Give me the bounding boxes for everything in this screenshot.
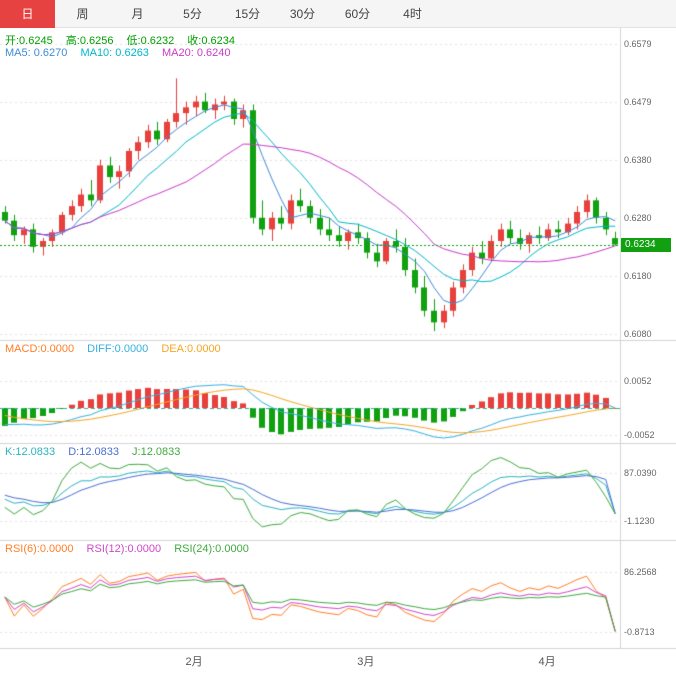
ohlc-readout: 开:0.6245 高:0.6256 低:0.6232 收:0.6234 (5, 32, 245, 48)
y-axis-tick: 0.6579 (624, 39, 652, 49)
k-value: K:12.0833 (5, 446, 56, 458)
tab-daily[interactable]: 日 (0, 0, 55, 28)
x-axis-tick: 3月 (357, 656, 375, 668)
rsi-readout: RSI(6):0.0000 RSI(12):0.0000 RSI(24):0.0… (5, 543, 259, 555)
tab-30min[interactable]: 30分 (289, 7, 316, 21)
x-axis-tick: 2月 (185, 656, 203, 668)
tab-4hour[interactable]: 4时 (403, 7, 422, 21)
y-axis-tick: 87.0390 (624, 468, 657, 478)
tab-monthly[interactable]: 月 (131, 7, 144, 21)
tab-15min[interactable]: 15分 (234, 7, 261, 21)
low-readout: 低:0.6232 (126, 35, 175, 47)
y-axis-tick: 0.6180 (624, 270, 652, 281)
j-value: J:12.0833 (132, 446, 181, 458)
ma5-readout: MA5: 0.6270 (5, 47, 68, 59)
y-axis-tick: 0.0052 (624, 376, 652, 386)
diff-value: DIFF:0.0000 (87, 343, 149, 355)
ma10-readout: MA10: 0.6263 (80, 47, 149, 59)
dea-value: DEA:0.0000 (161, 343, 221, 355)
ma-readout: MA5: 0.6270 MA10: 0.6263 MA20: 0.6240 (5, 47, 241, 59)
macd-readout: MACD:0.0000 DIFF:0.0000 DEA:0.0000 (5, 343, 231, 355)
high-readout: 高:0.6256 (65, 35, 114, 47)
open-readout: 开:0.6245 (5, 35, 53, 47)
rsi6-value: RSI(6):0.0000 (5, 543, 74, 555)
kdj-readout: K:12.0833 D:12.0833 J:12.0833 (5, 446, 190, 458)
y-axis-tick: 0.6080 (624, 329, 652, 339)
macd-value: MACD:0.0000 (5, 343, 75, 355)
rsi24-value: RSI(24):0.0000 (174, 543, 249, 555)
d-value: D:12.0833 (68, 446, 119, 458)
y-axis-tick: 0.6380 (624, 154, 652, 165)
y-axis-tick: 0.6280 (624, 212, 652, 223)
y-axis-tick: -0.0052 (624, 430, 655, 440)
y-axis-tick: -0.8713 (624, 627, 655, 637)
tab-weekly[interactable]: 周 (76, 7, 89, 21)
y-axis-tick: -1.1230 (624, 516, 655, 526)
tab-5min[interactable]: 5分 (183, 7, 202, 21)
current-price-badge: 0.6234 (621, 237, 671, 252)
rsi12-value: RSI(12):0.0000 (86, 543, 162, 555)
close-readout: 收:0.6234 (187, 35, 235, 47)
y-axis-tick: 0.6479 (624, 97, 652, 108)
tab-60min[interactable]: 60分 (344, 7, 371, 21)
ma20-readout: MA20: 0.6240 (162, 47, 231, 59)
x-axis-tick: 4月 (538, 656, 556, 668)
timeframe-tabbar: 日 周 月 5分 15分 30分 60分 4时 (0, 0, 676, 28)
y-axis-tick: 86.2568 (624, 567, 657, 577)
